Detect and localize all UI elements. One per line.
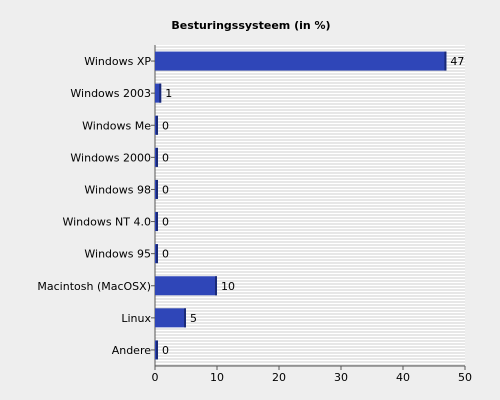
bar	[155, 83, 162, 103]
bar-edge	[159, 83, 162, 103]
chart-title: Besturingssysteem (in %)	[171, 19, 330, 32]
data-label: 0	[162, 183, 169, 196]
category-label: Windows 2003	[70, 87, 151, 100]
bar-edge	[156, 340, 158, 360]
bar-edge	[156, 212, 158, 232]
bar	[155, 276, 217, 296]
category-label: Windows XP	[84, 55, 151, 68]
data-label: 0	[162, 344, 169, 357]
bar	[155, 51, 447, 71]
bar	[155, 308, 186, 328]
x-tick-label: 10	[210, 371, 224, 384]
x-tick-label: 0	[152, 371, 159, 384]
data-label: 47	[450, 55, 464, 68]
bar-edge	[156, 179, 158, 199]
bar-edge	[156, 244, 158, 264]
data-label: 5	[190, 312, 197, 325]
category-label: Windows 95	[84, 248, 151, 261]
bar-edge	[156, 147, 158, 167]
data-label: 0	[162, 119, 169, 132]
data-label: 1	[165, 87, 172, 100]
bar-edge	[444, 51, 447, 71]
category-label: Windows 98	[84, 183, 151, 196]
bar-edge	[215, 276, 217, 296]
x-tick-label: 20	[272, 371, 286, 384]
data-label: 0	[162, 151, 169, 164]
x-tick-label: 30	[334, 371, 348, 384]
data-label: 10	[221, 280, 235, 293]
category-label: Windows Me	[82, 119, 151, 132]
data-label: 0	[162, 216, 169, 229]
plot-area: Windows XP 47 Windows 2003 1 Windows Me 0 Wind…	[37, 45, 472, 384]
category-label: Linux	[121, 312, 151, 325]
category-label: Windows 2000	[70, 151, 151, 164]
bar-edge	[156, 115, 158, 135]
category-label: Macintosh (MacOSX)	[37, 280, 151, 293]
x-tick-label: 50	[458, 371, 472, 384]
bar-edge	[184, 308, 186, 328]
x-tick-label: 40	[396, 371, 410, 384]
category-label: Andere	[112, 344, 152, 357]
data-label: 0	[162, 248, 169, 261]
category-label: Windows NT 4.0	[62, 216, 151, 229]
